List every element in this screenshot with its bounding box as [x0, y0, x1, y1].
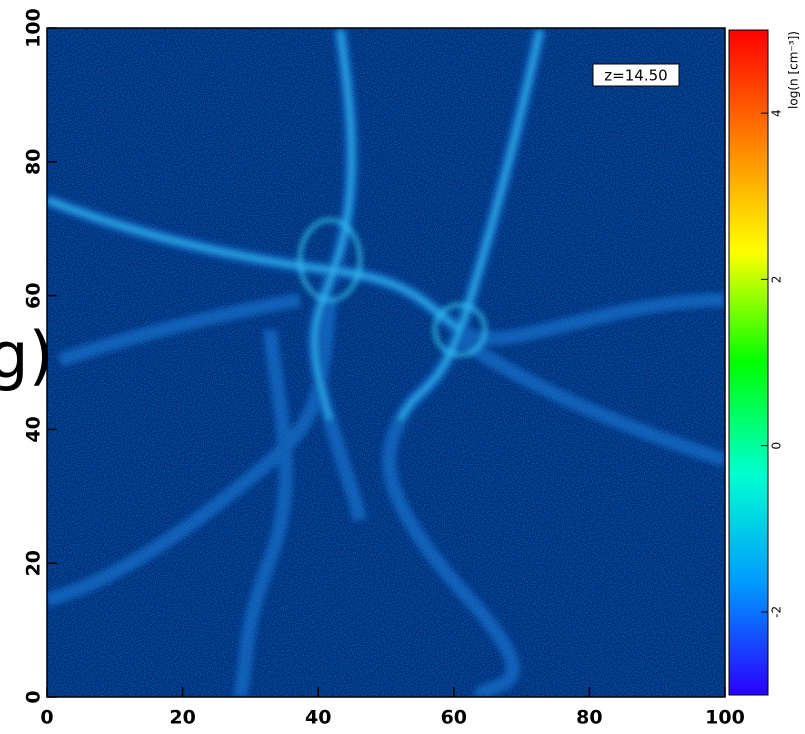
x-tick-label: 20: [169, 707, 195, 729]
page: {"chart_data": {"type": "image", "panel_…: [0, 0, 805, 734]
panel-label: g): [0, 320, 54, 394]
y-tick-label: 80: [23, 149, 45, 175]
y-tick-label: 20: [23, 550, 45, 576]
x-tick-label: 0: [40, 707, 53, 729]
figure: z=14.50 g) log(n [cm⁻³]) 020406080100020…: [0, 0, 805, 730]
y-tick-label: 60: [23, 282, 45, 308]
x-tick-label: 40: [305, 707, 331, 729]
colorbar-tick-label: -2: [770, 606, 784, 618]
x-tick-label: 60: [441, 707, 467, 729]
colorbar-label: log(n [cm⁻³]): [787, 31, 801, 109]
colorbar-tick-label: 4: [770, 109, 784, 117]
colorbar-tick-label: 2: [770, 276, 784, 284]
annotation: z=14.50: [604, 67, 667, 85]
density-map: [47, 28, 725, 697]
x-tick-label: 100: [705, 707, 745, 729]
y-tick-label: 40: [23, 416, 45, 442]
y-tick-label: 0: [23, 690, 45, 703]
y-tick-label: 100: [23, 8, 45, 48]
colorbar: [729, 30, 768, 695]
x-tick-label: 80: [576, 707, 602, 729]
colorbar-tick-label: 0: [770, 442, 784, 450]
